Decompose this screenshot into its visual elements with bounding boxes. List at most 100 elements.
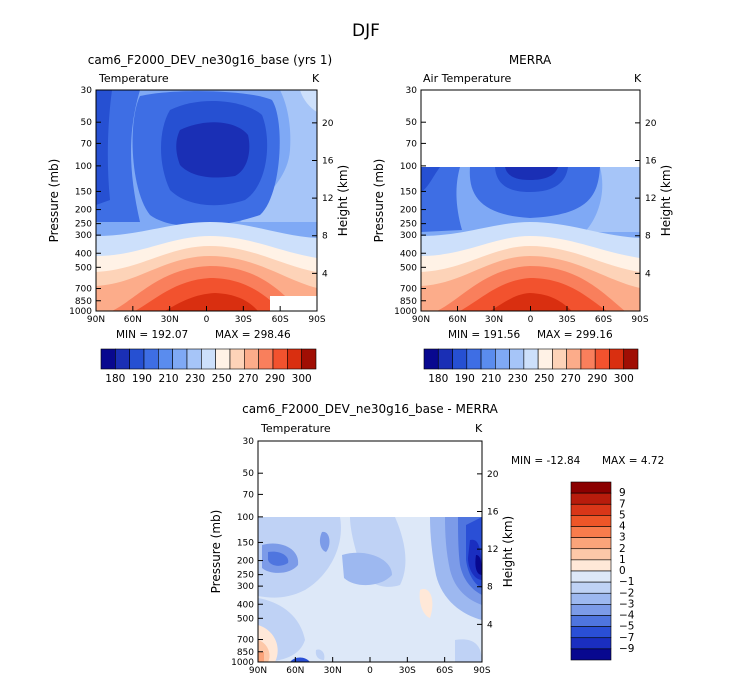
colorbar-label: 300 bbox=[614, 373, 634, 385]
lat-tick-label: 30N bbox=[161, 315, 179, 325]
pressure-tick-label: 50 bbox=[81, 118, 93, 128]
colorbar-box bbox=[244, 348, 259, 370]
colorbar-box bbox=[301, 348, 317, 370]
colorbar-box bbox=[570, 559, 612, 572]
colorbar-label: 290 bbox=[587, 373, 607, 385]
height-tick-label: 8 bbox=[487, 583, 493, 593]
pressure-tick-label: 250 bbox=[400, 220, 417, 230]
panel-model-title: cam6_F2000_DEV_ne30g16_base (yrs 1) bbox=[88, 53, 332, 67]
colorbar-box bbox=[570, 548, 612, 561]
colorbar-label: 300 bbox=[292, 373, 312, 385]
pressure-tick-label: 700 bbox=[75, 285, 92, 295]
colorbar-box bbox=[537, 348, 553, 370]
colorbar-box bbox=[609, 348, 625, 370]
height-tick-label: 12 bbox=[645, 194, 656, 204]
ylabel-height: Height (km) bbox=[501, 516, 515, 587]
panel-model-field bbox=[96, 90, 317, 311]
colorbar-box bbox=[570, 581, 612, 594]
colorbar-label: −9 bbox=[619, 643, 634, 655]
pressure-tick-label: 400 bbox=[400, 249, 417, 259]
lat-tick-label: 30S bbox=[558, 315, 575, 325]
pressure-tick-label: 300 bbox=[400, 231, 417, 241]
lat-tick-label: 60N bbox=[124, 315, 142, 325]
colorbar-box bbox=[466, 348, 482, 370]
colorbar-box bbox=[480, 348, 496, 370]
colorbar-box bbox=[523, 348, 539, 370]
colorbar-box bbox=[287, 348, 302, 370]
lat-tick-label: 60N bbox=[286, 666, 304, 676]
pressure-tick-label: 70 bbox=[81, 139, 93, 149]
colorbar-box bbox=[570, 526, 612, 538]
panel-merra-field bbox=[421, 90, 640, 311]
colorbar-label: −3 bbox=[619, 598, 634, 610]
colorbar-label: 190 bbox=[455, 373, 475, 385]
lat-tick-label: 90N bbox=[249, 666, 267, 676]
colorbar-box bbox=[580, 348, 596, 370]
pressure-tick-label: 200 bbox=[75, 206, 92, 216]
colorbar-box bbox=[215, 348, 231, 370]
panel-model-variable: Temperature bbox=[98, 72, 169, 85]
colorbar-box bbox=[437, 348, 453, 370]
colorbar-box bbox=[272, 348, 288, 370]
colorbar-label: 230 bbox=[508, 373, 528, 385]
colorbar-label: 210 bbox=[159, 373, 179, 385]
pressure-tick-label: 30 bbox=[81, 86, 93, 96]
lat-tick-label: 60S bbox=[272, 315, 289, 325]
colorbar-box bbox=[172, 348, 188, 370]
colorbar-label: 230 bbox=[185, 373, 205, 385]
pressure-tick-label: 100 bbox=[237, 513, 254, 523]
colorbar-label: 250 bbox=[212, 373, 232, 385]
lat-tick-label: 30N bbox=[485, 315, 503, 325]
pressure-tick-label: 100 bbox=[75, 162, 92, 172]
lat-tick-label: 30S bbox=[235, 315, 252, 325]
colorbar-box bbox=[186, 348, 202, 370]
pressure-tick-label: 300 bbox=[237, 582, 254, 592]
lat-tick-label: 30S bbox=[399, 666, 416, 676]
colorbar-box bbox=[115, 348, 130, 370]
colorbar-box bbox=[623, 348, 639, 370]
lat-tick-label: 90S bbox=[473, 666, 490, 676]
pressure-tick-label: 200 bbox=[237, 557, 254, 567]
panel-diff-units: K bbox=[475, 422, 483, 435]
colorbar-label: 4 bbox=[619, 521, 626, 533]
pressure-tick-label: 850 bbox=[400, 297, 417, 307]
pressure-tick-label: 150 bbox=[75, 187, 92, 197]
pressure-tick-label: 300 bbox=[75, 231, 92, 241]
lat-tick-label: 90S bbox=[308, 315, 325, 325]
colorbar-box bbox=[570, 481, 612, 494]
merra-max: MAX = 299.16 bbox=[537, 329, 613, 341]
colorbar-box bbox=[570, 503, 612, 516]
merra-min: MIN = 191.56 bbox=[448, 329, 521, 341]
panel-merra: MERRA Air Temperature K bbox=[420, 53, 642, 312]
colorbar-box bbox=[566, 348, 582, 370]
colorbar-label: −5 bbox=[619, 621, 634, 633]
colorbar-box bbox=[594, 348, 610, 370]
lat-tick-label: 0 bbox=[367, 666, 373, 676]
colorbar-label: 180 bbox=[428, 373, 448, 385]
pressure-tick-label: 850 bbox=[75, 297, 92, 307]
colorbar-label: 290 bbox=[265, 373, 285, 385]
colorbar-label: 180 bbox=[105, 373, 125, 385]
colorbar-box bbox=[570, 537, 612, 550]
colorbar-box bbox=[570, 648, 612, 661]
height-tick-label: 20 bbox=[487, 470, 499, 480]
ylabel-pressure: Pressure (mb) bbox=[47, 159, 61, 243]
pressure-tick-label: 700 bbox=[400, 285, 417, 295]
colorbar-label: −1 bbox=[619, 576, 634, 588]
diff-max: MAX = 4.72 bbox=[602, 455, 664, 467]
height-tick-label: 4 bbox=[322, 269, 328, 279]
ylabel-pressure: Pressure (mb) bbox=[372, 159, 386, 243]
panel-diff: cam6_F2000_DEV_ne30g16_base - MERRA Temp… bbox=[242, 402, 499, 663]
model-min: MIN = 192.07 bbox=[116, 329, 188, 341]
lat-tick-label: 60S bbox=[595, 315, 612, 325]
colorbar-box bbox=[229, 348, 245, 370]
pressure-tick-label: 1000 bbox=[394, 307, 417, 317]
colorbar-box bbox=[258, 348, 274, 370]
pressure-tick-label: 1000 bbox=[69, 307, 92, 317]
lat-tick-label: 0 bbox=[528, 315, 534, 325]
panel-merra-units: K bbox=[634, 72, 642, 85]
colorbar-box bbox=[423, 348, 439, 370]
